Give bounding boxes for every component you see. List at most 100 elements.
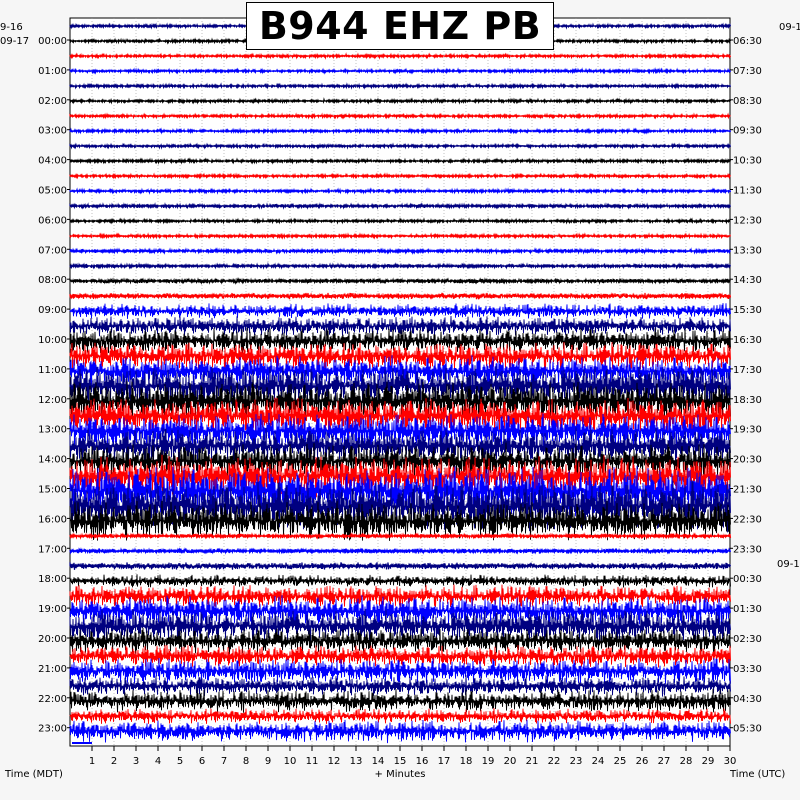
right-hour-label: 13:30 (733, 245, 762, 256)
left-axis-title: Time (MDT) (4, 769, 63, 780)
right-hour-label: 08:30 (733, 96, 762, 107)
seismic-trace-row (69, 327, 731, 354)
seismic-trace-row (69, 217, 731, 225)
seismic-trace-row (69, 442, 731, 480)
seismic-trace-row (69, 675, 731, 697)
axes (67, 39, 733, 751)
x-tick-label: 10 (284, 756, 297, 767)
seismic-trace-row (69, 97, 732, 105)
seismic-trace-row (69, 172, 731, 180)
seismic-trace-row (69, 276, 731, 285)
x-tick-label: 9 (265, 756, 271, 767)
seismic-trace-row (69, 532, 732, 540)
right-hour-label: 00:30 (733, 574, 762, 585)
seismic-trace-row (69, 397, 731, 435)
right-hour-label: 23:30 (733, 544, 762, 555)
x-tick-label: 6 (199, 756, 205, 767)
right-hour-label: 11:30 (733, 186, 762, 197)
seismic-trace-row (69, 187, 732, 195)
chart-title: B944 EHZ PB (258, 4, 542, 48)
seismic-trace-row (69, 67, 732, 75)
right-hour-label: 05:30 (733, 724, 762, 735)
x-tick-label: 22 (548, 756, 561, 767)
left-hour-label: 21:00 (38, 664, 67, 675)
x-tick-label: 23 (570, 756, 583, 767)
seismic-trace-row (69, 341, 731, 371)
x-tick-label: 13 (350, 756, 363, 767)
x-tick-label: 19 (482, 756, 495, 767)
left-hour-label: 08:00 (38, 275, 67, 286)
right-hour-label: 06:30 (733, 36, 762, 47)
x-tick-label: 26 (636, 756, 649, 767)
right-hour-label: 19:30 (733, 425, 762, 436)
seismic-trace-row (69, 261, 732, 270)
x-tick-label: 29 (702, 756, 715, 767)
x-tick-label: 28 (680, 756, 693, 767)
right-hour-label: 12:30 (733, 215, 762, 226)
x-tick-label: 11 (306, 756, 319, 767)
right-hour-label: 18:30 (733, 395, 762, 406)
x-tick-label: 4 (155, 756, 161, 767)
seismic-trace-row (69, 574, 731, 588)
x-tick-label: 3 (133, 756, 139, 767)
seismic-trace-row (69, 52, 732, 60)
seismic-traces (69, 22, 732, 744)
left-hour-label: 01:00 (38, 66, 67, 77)
left-hour-label: 22:00 (38, 694, 67, 705)
seismic-trace-row (69, 500, 731, 541)
seismic-trace-row (69, 719, 731, 744)
right-hour-label: 09:30 (733, 126, 762, 137)
x-tick-label: 15 (394, 756, 407, 767)
seismic-trace-row (69, 112, 731, 120)
seismic-trace-row (69, 127, 732, 135)
left-hour-label: 16:00 (38, 514, 67, 525)
x-tick-label: 16 (416, 756, 429, 767)
x-tick-label: 2 (111, 756, 117, 767)
left-date-label: 9-16 (0, 22, 23, 33)
right-date-label: 09-1 (779, 22, 800, 33)
right-hour-label: 07:30 (733, 66, 762, 77)
left-hour-label: 10:00 (38, 335, 67, 346)
x-tick-label: 30 (724, 756, 737, 767)
right-hour-label: 14:30 (733, 275, 762, 286)
right-hour-label: 10:30 (733, 156, 762, 167)
seismic-trace-row (69, 82, 732, 90)
seismic-trace-row (69, 292, 732, 301)
left-hour-label: 19:00 (38, 604, 67, 615)
seismic-trace-row (69, 584, 731, 608)
x-tick-label: 5 (177, 756, 183, 767)
seismic-trace-row (69, 688, 731, 713)
right-hour-label: 15:30 (733, 305, 762, 316)
right-hour-label: 02:30 (733, 634, 762, 645)
left-hour-label: 20:00 (38, 634, 67, 645)
left-hour-label: 09:00 (38, 305, 67, 316)
seismic-trace-row (69, 595, 731, 627)
left-hour-label: 17:00 (38, 544, 67, 555)
right-date-label: 09-1 (777, 559, 800, 570)
right-hour-label: 16:30 (733, 335, 762, 346)
seismic-trace-row (69, 232, 732, 240)
x-tick-label: 7 (221, 756, 227, 767)
left-hour-label: 07:00 (38, 245, 67, 256)
left-hour-label: 23:00 (38, 724, 67, 735)
x-tick-label: 8 (243, 756, 249, 767)
x-tick-label: 14 (372, 756, 385, 767)
seismic-trace-row (69, 142, 732, 150)
seismic-trace-row (69, 379, 731, 423)
left-hour-label: 13:00 (38, 425, 67, 436)
x-tick-label: 12 (328, 756, 341, 767)
x-axis-label: + Minutes (375, 769, 426, 780)
seismic-trace-row (69, 427, 731, 464)
right-hour-label: 20:30 (733, 455, 762, 466)
x-tick-label: 20 (504, 756, 517, 767)
seismic-trace-row (69, 708, 731, 724)
seismic-trace-row (69, 157, 732, 165)
left-hour-label: 04:00 (38, 156, 67, 167)
left-hour-label: 18:00 (38, 574, 67, 585)
left-hour-label: 03:00 (38, 126, 67, 137)
x-tick-label: 24 (592, 756, 605, 767)
x-tick-label: 1 (89, 756, 95, 767)
seismic-trace-row (69, 562, 732, 571)
seismic-trace-row (69, 202, 732, 210)
